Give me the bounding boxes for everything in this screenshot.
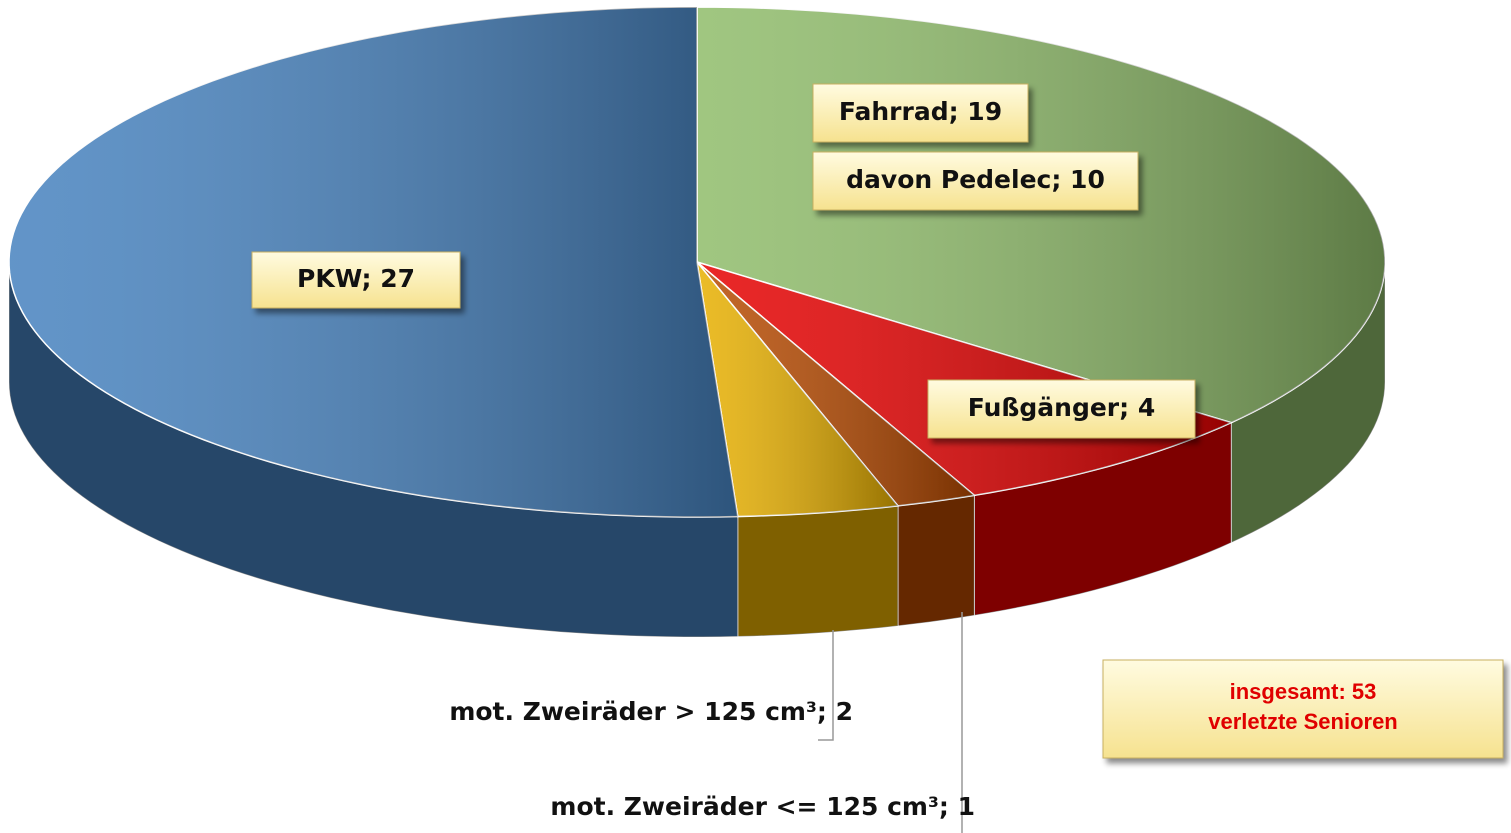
data-label: mot. Zweiräder <= 125 cm³; 1: [550, 792, 975, 821]
leader-line: [818, 630, 834, 741]
slice-side-shade: [897, 495, 975, 626]
slice: mot. Zweiräder <= 125 cm³: [696, 261, 977, 507]
data-label: mot. Zweiräder > 125 cm³; 2: [449, 697, 853, 726]
label-box: [251, 251, 461, 309]
data-label: Fahrrad; 19: [839, 97, 1002, 126]
slice-side-shade: [974, 422, 1232, 616]
slice-side-shade: [737, 505, 898, 637]
data-label: davon Pedelec; 10: [846, 165, 1105, 194]
total-box: [1102, 659, 1504, 759]
label-box: [812, 151, 1139, 211]
data-label: PKW; 27: [297, 264, 415, 293]
label-box: [812, 83, 1029, 143]
data-label: Fußgänger; 4: [968, 393, 1155, 422]
slice-side-shade: [1231, 262, 1385, 543]
label-box: [927, 379, 1196, 439]
slice-top-shade: [697, 262, 898, 517]
total-note: insgesamt: 53: [1230, 679, 1377, 704]
slice-top-shade: [697, 262, 975, 506]
slice-side-shade: [9, 262, 738, 637]
slice: mot. Zweiräder > 125 cm³: [695, 259, 900, 518]
total-note: verletzte Senioren: [1208, 709, 1398, 734]
